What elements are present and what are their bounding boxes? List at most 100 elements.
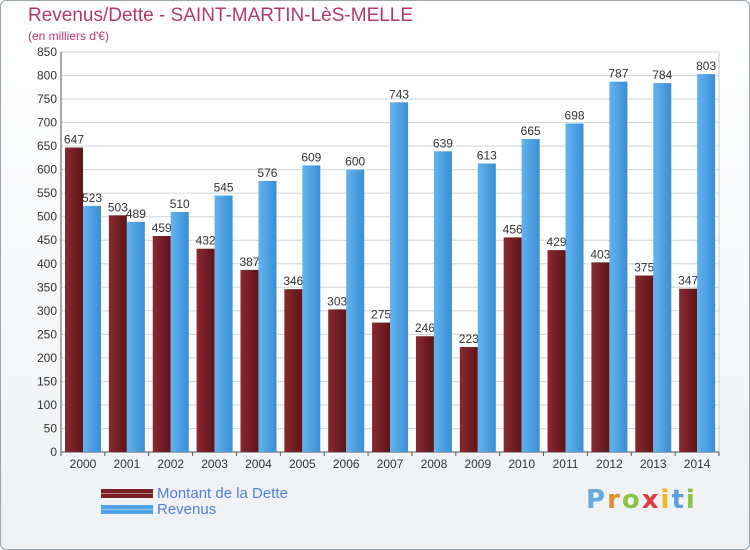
x-tick-label-2009: 2009 — [464, 457, 491, 471]
proxiti-logo: Proxiti — [586, 485, 697, 515]
bar-dette-2003 — [196, 248, 215, 452]
data-label-dette-2003: 432 — [196, 234, 216, 248]
data-label-revenus-2002: 510 — [170, 197, 190, 211]
y-tick-label: 500 — [37, 210, 57, 224]
data-label-revenus-2010: 665 — [521, 124, 541, 138]
data-label-revenus-2003: 545 — [214, 181, 234, 195]
bar-revenus-2003 — [214, 195, 233, 452]
y-tick-label: 0 — [50, 445, 57, 459]
y-tick-label: 650 — [37, 139, 57, 153]
data-label-revenus-2011: 698 — [565, 109, 585, 123]
chart-subtitle: (en milliers d'€) — [28, 29, 109, 43]
bar-dette-2009 — [459, 347, 478, 452]
data-label-revenus-2012: 787 — [608, 67, 628, 81]
bar-revenus-2011 — [565, 123, 584, 452]
x-tick-label-2001: 2001 — [114, 457, 141, 471]
legend-label-dette: Montant de la Dette — [157, 484, 288, 502]
data-label-revenus-2004: 576 — [257, 166, 277, 180]
data-label-dette-2011: 429 — [547, 235, 567, 249]
y-tick-label: 600 — [37, 163, 57, 177]
bar-revenus-2012 — [609, 81, 628, 452]
data-label-revenus-2001: 489 — [126, 207, 146, 221]
bar-dette-2010 — [503, 237, 522, 452]
data-label-revenus-2007: 743 — [389, 87, 409, 101]
y-tick-label: 450 — [37, 233, 57, 247]
y-tick-label: 800 — [37, 69, 57, 83]
y-tick-label: 750 — [37, 92, 57, 106]
y-tick-label: 400 — [37, 257, 57, 271]
y-tick-label: 250 — [37, 327, 57, 341]
data-label-dette-2014: 347 — [678, 274, 698, 288]
bar-revenus-2001 — [126, 221, 145, 452]
bar-dette-2004 — [240, 269, 259, 452]
y-tick-label: 100 — [37, 398, 57, 412]
data-label-revenus-2014: 803 — [696, 59, 716, 73]
bar-dette-2005 — [284, 289, 303, 452]
x-tick-label-2010: 2010 — [508, 457, 535, 471]
legend: Montant de la Dette Revenus — [101, 484, 288, 518]
x-tick-label-2011: 2011 — [553, 457, 579, 471]
bar-dette-2006 — [328, 309, 347, 452]
bar-revenus-2009 — [477, 163, 496, 452]
bar-dette-2001 — [108, 215, 127, 452]
bar-dette-2014 — [679, 288, 698, 452]
bar-dette-2002 — [152, 236, 171, 452]
y-tick-label: 700 — [37, 116, 57, 130]
data-label-dette-2010: 456 — [503, 222, 523, 236]
x-tick-label-2008: 2008 — [421, 457, 448, 471]
y-tick-label: 150 — [37, 374, 57, 388]
y-tick-label: 550 — [37, 186, 57, 200]
bar-dette-2000 — [65, 147, 83, 452]
y-tick-label: 50 — [44, 421, 58, 435]
bar-dette-2008 — [415, 336, 434, 452]
data-label-dette-2004: 387 — [239, 255, 259, 269]
x-tick-label-2007: 2007 — [377, 457, 404, 471]
bar-revenus-2006 — [346, 169, 365, 452]
x-tick-label-2012: 2012 — [596, 457, 623, 471]
x-tick-label-2014: 2014 — [684, 457, 711, 471]
bar-revenus-2004 — [258, 180, 277, 453]
bar-revenus-2008 — [433, 151, 452, 452]
bar-revenus-2007 — [390, 102, 409, 453]
bar-revenus-2005 — [302, 165, 321, 453]
data-label-dette-2005: 346 — [283, 274, 303, 288]
data-label-revenus-2013: 784 — [652, 68, 672, 82]
data-label-dette-2008: 246 — [415, 321, 435, 335]
legend-swatch-revenus — [101, 504, 153, 514]
bar-revenus-2014 — [697, 74, 716, 452]
y-tick-label: 300 — [37, 304, 57, 318]
y-tick-label: 850 — [37, 45, 57, 59]
x-tick-label-2005: 2005 — [289, 457, 316, 471]
bar-dette-2012 — [591, 262, 610, 452]
bar-revenus-2002 — [170, 212, 189, 452]
y-tick-label: 350 — [37, 280, 57, 294]
x-tick-label-2002: 2002 — [157, 457, 184, 471]
x-tick-label-2006: 2006 — [333, 457, 360, 471]
data-label-revenus-2000: 523 — [82, 191, 102, 205]
data-label-dette-2006: 303 — [327, 294, 347, 308]
data-label-revenus-2008: 639 — [433, 136, 453, 150]
data-label-dette-2001: 503 — [108, 200, 128, 214]
data-label-revenus-2005: 609 — [301, 150, 321, 164]
data-label-dette-2007: 275 — [371, 308, 391, 322]
data-label-dette-2002: 459 — [152, 221, 172, 235]
x-tick-label-2013: 2013 — [640, 457, 667, 471]
bar-revenus-2010 — [521, 139, 540, 452]
legend-label-revenus: Revenus — [157, 500, 217, 518]
legend-swatch-dette — [101, 488, 153, 498]
data-label-revenus-2009: 613 — [477, 149, 497, 163]
bar-dette-2007 — [372, 322, 391, 452]
x-tick-label-2000: 2000 — [70, 457, 97, 471]
data-label-dette-2012: 403 — [590, 247, 610, 261]
x-tick-label-2003: 2003 — [201, 457, 228, 471]
y-tick-label: 200 — [37, 351, 57, 365]
legend-item-revenus: Revenus — [101, 500, 288, 518]
data-label-dette-2000: 647 — [64, 133, 84, 147]
legend-item-dette: Montant de la Dette — [101, 484, 288, 502]
bar-revenus-2000 — [83, 205, 101, 452]
bar-revenus-2013 — [653, 83, 672, 452]
data-label-dette-2009: 223 — [459, 332, 479, 346]
chart-title: Revenus/Dette - SAINT-MARTIN-LèS-MELLE — [28, 5, 414, 26]
